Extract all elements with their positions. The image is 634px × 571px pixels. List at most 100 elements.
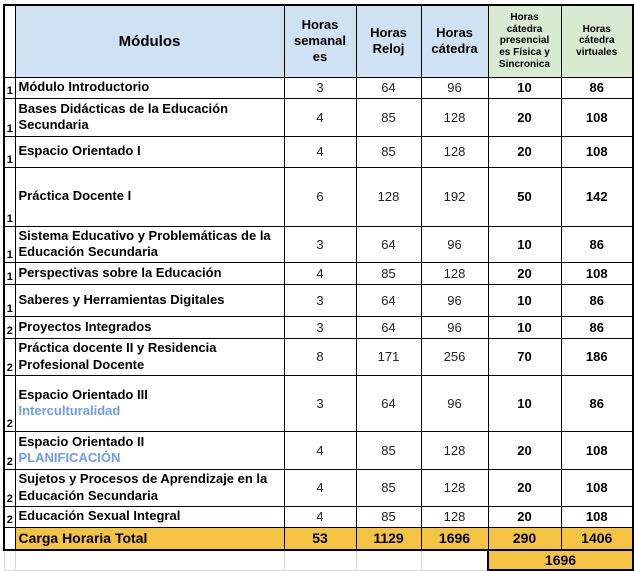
year-number-cell: 1 — [3, 135, 16, 168]
clock-hours-cell: 64 — [355, 76, 422, 99]
presencial-hours-cell: 10 — [487, 315, 562, 339]
module-name: Espacio Orientado III — [18, 386, 148, 402]
weekly-hours-cell: 4 — [283, 135, 357, 168]
clock-hours-cell: 85 — [355, 261, 422, 285]
module-name: Proyectos Integrados — [18, 318, 152, 334]
module-name-cell: Módulo Introductorio — [14, 76, 285, 99]
module-name: Módulo Introductorio — [18, 79, 150, 95]
clock-hours-cell: 64 — [355, 315, 422, 339]
module-name-cell: Espacio Orientado I — [14, 135, 285, 168]
row-number-header-cell — [3, 4, 16, 78]
virtual-hours-cell: 108 — [560, 505, 634, 528]
year-number-cell: 2 — [3, 468, 16, 507]
catedra-hours-cell: 128 — [420, 97, 489, 137]
weekly-hours-header-cell: Horas semanal es — [283, 4, 357, 78]
weekly-hours-cell: 3 — [283, 225, 357, 263]
presencial-hours-cell: 10 — [487, 76, 562, 99]
weekly-hours-cell: 3 — [283, 76, 357, 99]
weekly-hours-cell: 8 — [283, 337, 357, 376]
virtual-hours-cell: 142 — [560, 166, 634, 227]
module-name: Sistema Educativo y Problemáticas de la … — [18, 227, 271, 259]
module-name-cell: Sujetos y Procesos de Aprendizaje en la … — [14, 468, 285, 507]
virtual-hours-cell: 86 — [560, 283, 634, 317]
total-row: Carga Horaria Total 53 1129 1696 290 140… — [3, 526, 634, 551]
presencial-hours-cell: 20 — [487, 430, 562, 470]
year-number-cell: 2 — [3, 315, 16, 339]
module-name-cell: Sistema Educativo y Problemáticas de la … — [14, 225, 285, 263]
catedra-hours-cell: 256 — [420, 337, 489, 376]
total-clock-hours: 1129 — [355, 526, 422, 551]
grand-row-empty-cell — [420, 549, 489, 571]
year-number-cell: 2 — [3, 430, 16, 470]
module-name-cell: Perspectivas sobre la Educación — [14, 261, 285, 285]
module-row: 1 Módulo Introductorio 3 64 96 10 86 — [3, 76, 634, 99]
virtual-hours-cell: 86 — [560, 76, 634, 99]
clock-hours-cell: 64 — [355, 225, 422, 263]
catedra-hours-cell: 128 — [420, 261, 489, 285]
module-row: 2 Proyectos Integrados 3 64 96 10 86 — [3, 315, 634, 339]
module-name: Espacio Orientado I — [18, 143, 141, 159]
course-hours-table: Módulos Horas semanal es Horas Reloj Hor… — [3, 4, 634, 571]
module-name-cell: Práctica docente II y Residencia Profesi… — [14, 337, 285, 376]
module-name: Espacio Orientado II — [18, 433, 145, 449]
presencial-hours-cell: 20 — [487, 97, 562, 137]
clock-hours-cell: 64 — [355, 374, 422, 432]
module-subtitle: PLANIFICACIÓN — [18, 450, 121, 465]
module-name: Práctica docente II y Residencia Profesi… — [18, 340, 217, 372]
module-row: 1 Sistema Educativo y Problemáticas de la… — [3, 225, 634, 263]
module-name: Práctica Docente I — [18, 188, 132, 204]
presencial-hours-cell: 50 — [487, 166, 562, 227]
module-name-cell: Práctica Docente I — [14, 166, 285, 227]
module-row: 1 Saberes y Herramientas Digitales 3 64 96 10… — [3, 283, 634, 317]
total-catedra-hours: 1696 — [420, 526, 489, 551]
clock-hours-cell: 85 — [355, 97, 422, 137]
module-name-cell: Saberes y Herramientas Digitales — [14, 283, 285, 317]
module-subtitle: Interculturalidad — [18, 403, 121, 418]
year-number-cell: 2 — [3, 505, 16, 528]
clock-hours-cell: 85 — [355, 468, 422, 507]
weekly-hours-cell: 4 — [283, 468, 357, 507]
header-row: Módulos Horas semanal es Horas Reloj Hor… — [3, 4, 634, 78]
catedra-hours-cell: 128 — [420, 468, 489, 507]
module-row: 1 Espacio Orientado I 4 85 128 20 108 — [3, 135, 634, 168]
module-name: Educación Sexual Integral — [18, 508, 181, 524]
total-presencial-hours: 290 — [487, 526, 562, 551]
catedra-presencial-header-cell: Horas cátedra presencial es Física y Sin… — [487, 4, 562, 78]
module-row: 2 Sujetos y Procesos de Aprendizaje en la… — [3, 468, 634, 507]
presencial-hours-cell: 10 — [487, 283, 562, 317]
modules-header-cell: Módulos — [14, 4, 285, 78]
clock-hours-cell: 171 — [355, 337, 422, 376]
virtual-hours-cell: 108 — [560, 261, 634, 285]
module-name: Bases Didácticas de la Educación Secunda… — [18, 100, 229, 132]
virtual-hours-cell: 108 — [560, 430, 634, 470]
clock-hours-cell: 128 — [355, 166, 422, 227]
virtual-hours-cell: 108 — [560, 135, 634, 168]
grand-row-empty-cell — [283, 549, 357, 571]
module-row: 1 Perspectivas sobre la Educación 4 85 128 20… — [3, 261, 634, 285]
module-name-cell: Proyectos Integrados — [14, 315, 285, 339]
presencial-hours-cell: 10 — [487, 374, 562, 432]
module-row: 2 Espacio Orientado III Interculturalidad 3… — [3, 374, 634, 432]
module-name: Sujetos y Procesos de Aprendizaje en la … — [18, 471, 268, 503]
module-name-cell: Bases Didácticas de la Educación Secunda… — [14, 97, 285, 137]
total-virtual-hours: 1406 — [560, 526, 634, 551]
clock-hours-cell: 85 — [355, 505, 422, 528]
catedra-hours-cell: 96 — [420, 283, 489, 317]
year-number-cell: 1 — [3, 166, 16, 227]
catedra-hours-cell: 96 — [420, 315, 489, 339]
module-row: 2 Práctica docente II y Residencia Profes… — [3, 337, 634, 376]
presencial-hours-cell: 20 — [487, 468, 562, 507]
catedra-hours-cell: 128 — [420, 430, 489, 470]
year-number-cell: 2 — [3, 337, 16, 376]
weekly-hours-cell: 3 — [283, 283, 357, 317]
presencial-hours-cell: 10 — [487, 225, 562, 263]
grand-total-value: 1696 — [487, 549, 634, 571]
year-number-cell: 1 — [3, 225, 16, 263]
weekly-hours-cell: 4 — [283, 261, 357, 285]
catedra-virtual-header-cell: Horas cátedra virtuales — [560, 4, 634, 78]
module-name: Saberes y Herramientas Digitales — [18, 291, 225, 307]
weekly-hours-cell: 4 — [283, 97, 357, 137]
clock-hours-header-cell: Horas Reloj — [355, 4, 422, 78]
clock-hours-cell: 85 — [355, 135, 422, 168]
